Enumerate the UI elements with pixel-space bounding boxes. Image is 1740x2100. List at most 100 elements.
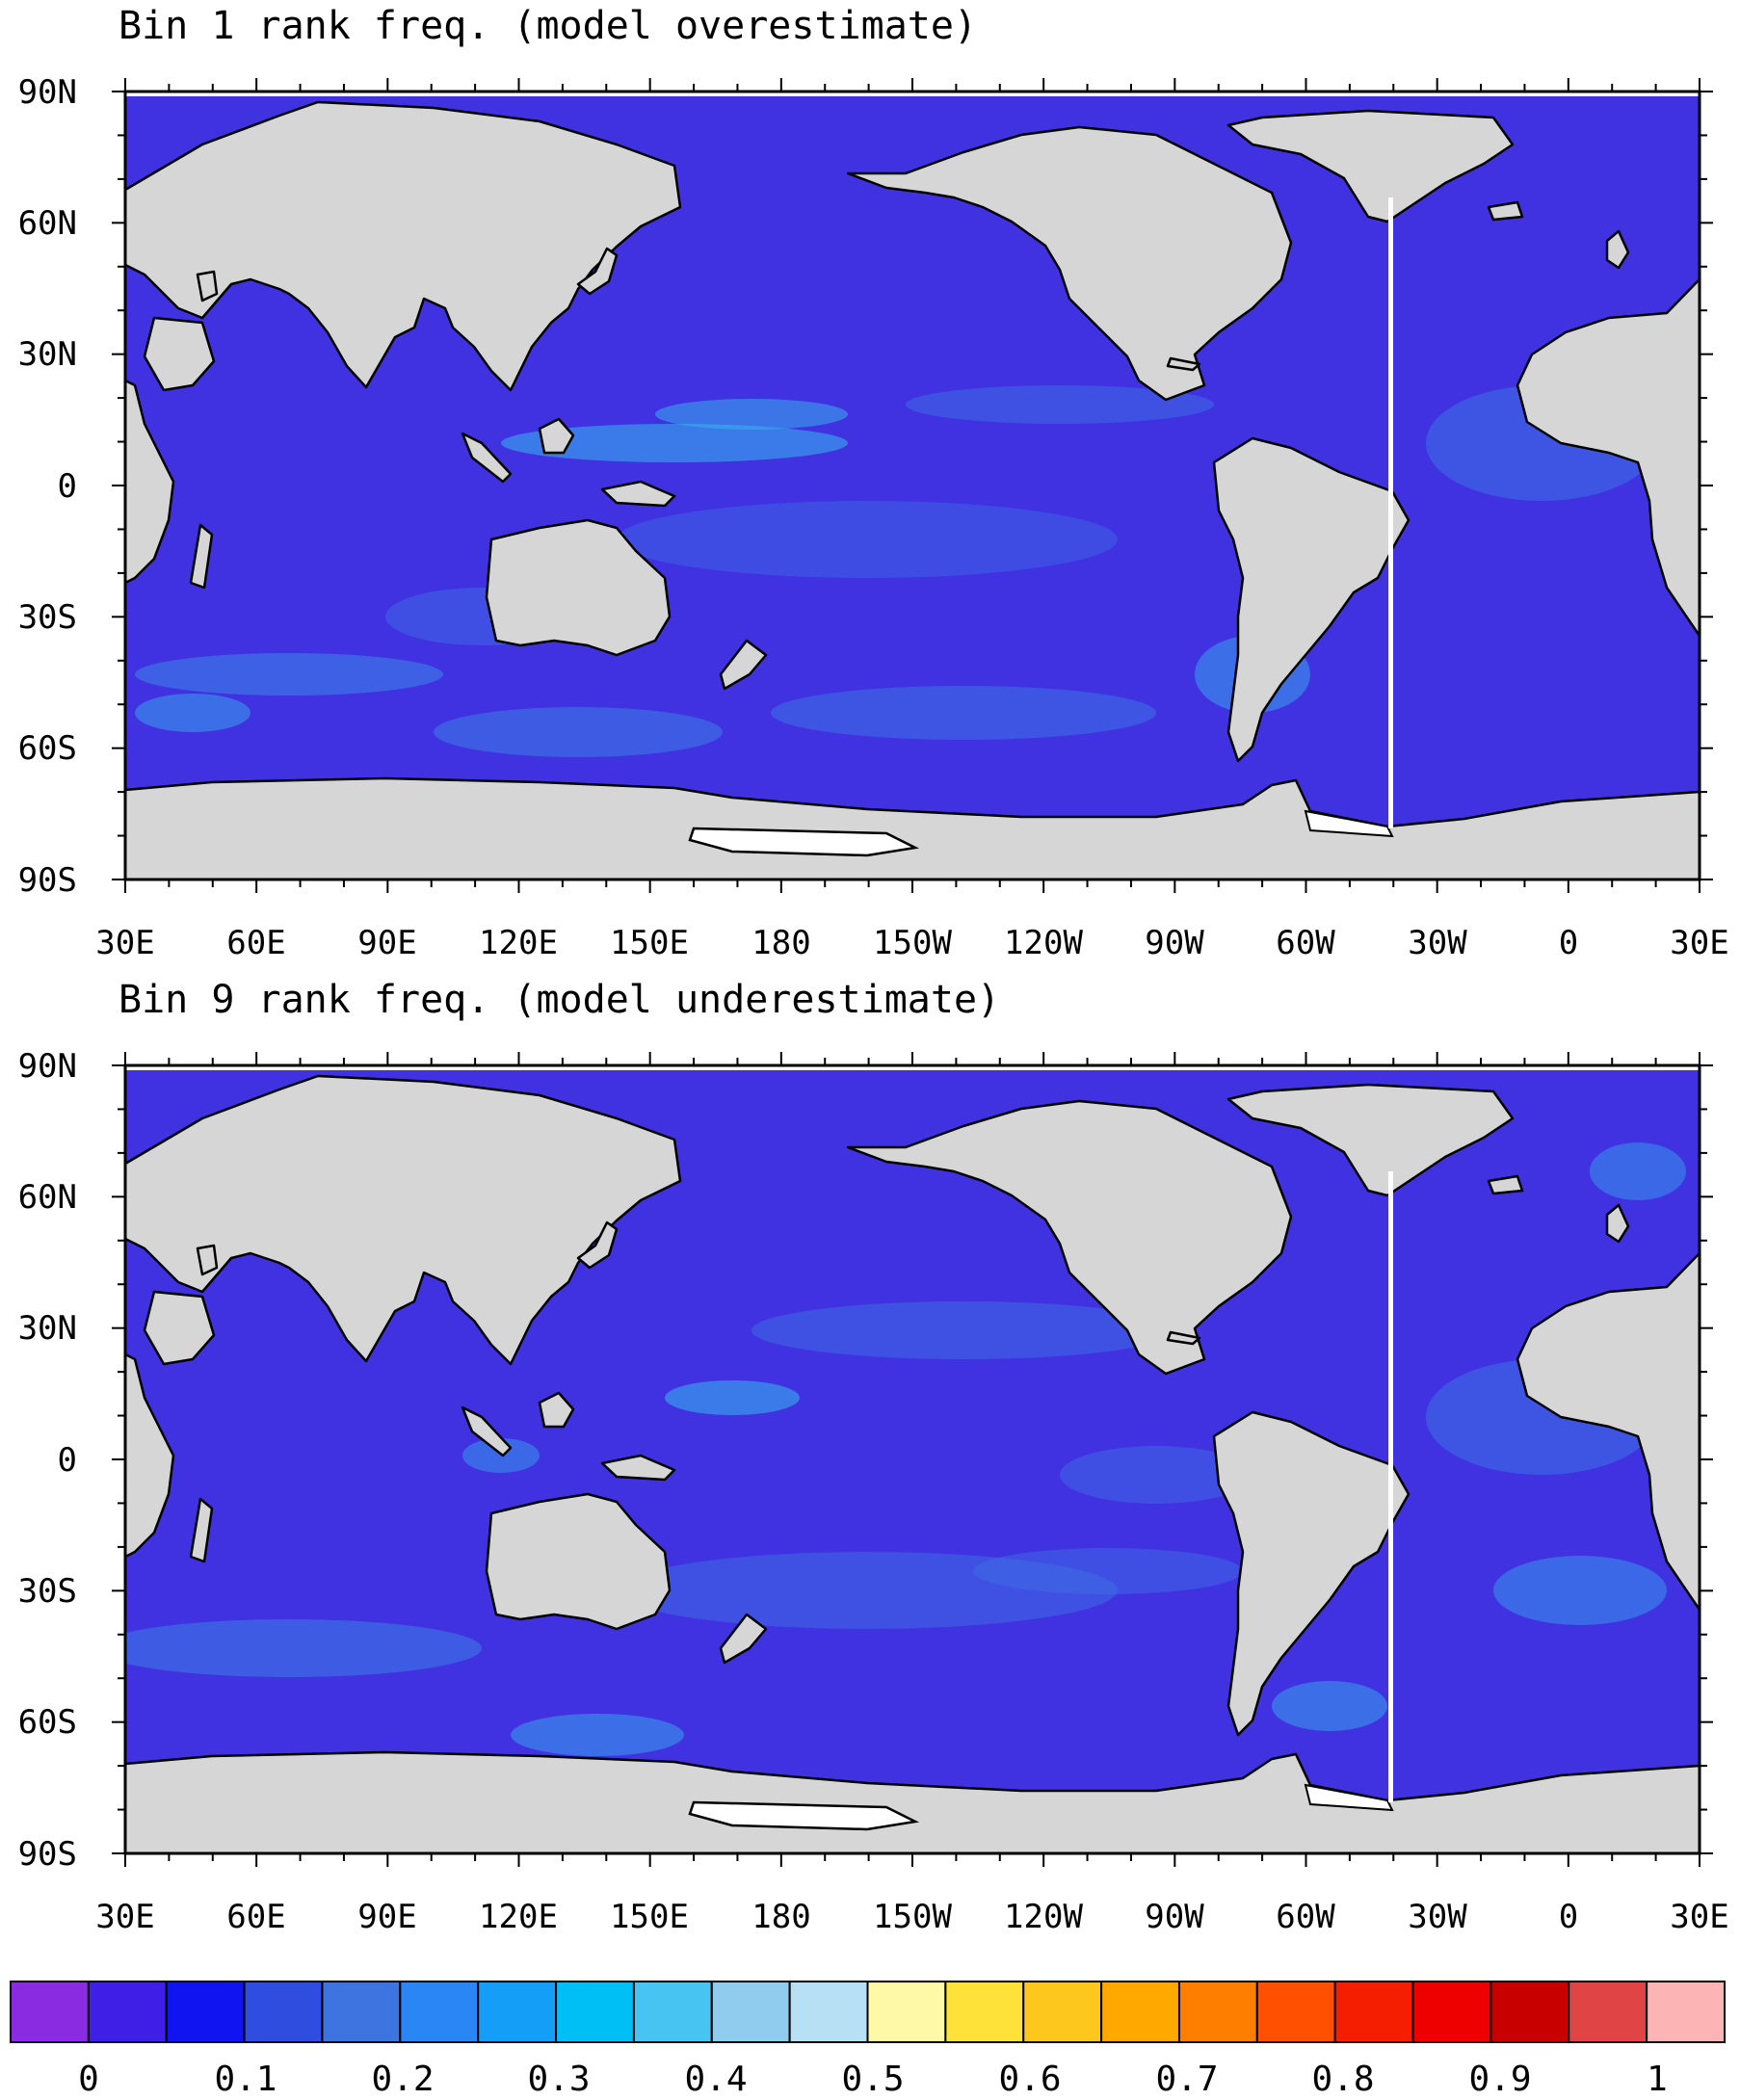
variability-patch (771, 686, 1156, 740)
land-greenland (1226, 109, 1515, 223)
colorbar: 0 0.1 0.2 0.3 0.4 0.5 0.6 0.7 0.8 0.9 1 (10, 1981, 1726, 2099)
colorbar-label: 0.6 (998, 2060, 1061, 2099)
colorbar-label: 1 (1647, 2060, 1668, 2099)
colorbar-label: 0.4 (684, 2060, 747, 2099)
ice-shelf-weddell (1304, 1783, 1394, 1812)
lon-label: 0 (1559, 924, 1578, 962)
lon-label: 60E (226, 924, 285, 962)
land-sumatra (461, 1405, 513, 1457)
lon-label: 120E (479, 924, 558, 962)
variability-patch (135, 694, 250, 732)
variability-patch (1060, 1446, 1252, 1504)
lat-label: 30N (18, 335, 77, 374)
colorbar-swatch (477, 1981, 558, 2043)
lat-label: 90S (18, 1835, 77, 1874)
land-new-zealand (719, 639, 768, 691)
lon-label: 180 (751, 924, 810, 962)
ice-shelf-ross (688, 1800, 920, 1831)
land-cuba (1166, 1330, 1201, 1346)
land-madagascar (189, 1497, 214, 1563)
lat-label: 60S (18, 729, 77, 768)
land-borneo (538, 1391, 575, 1429)
land-africa (1516, 277, 1700, 638)
land-new-zealand (719, 1613, 768, 1665)
land-south-america (1212, 1410, 1410, 1737)
colorbar-swatch (788, 1981, 869, 2043)
land-north-america (846, 125, 1293, 402)
lat-label: 90N (18, 73, 77, 112)
axis-ticks (112, 78, 1713, 893)
land-sumatra (461, 432, 513, 484)
land-layer (125, 1074, 1700, 1853)
colorbar-label: 0.1 (214, 2060, 277, 2099)
land-north-america (846, 1099, 1293, 1376)
land-eurasia (125, 100, 682, 392)
land-africa-east (125, 1352, 175, 1559)
variability-patch (617, 501, 1118, 578)
variability-patch (973, 1548, 1243, 1594)
lat-label: 60N (18, 204, 77, 243)
land-iceland (1487, 1174, 1524, 1195)
colorbar-swatch (1255, 1981, 1336, 2043)
lat-axis-labels: 90N 60N 30N 0 30S 60S 90S (18, 73, 77, 900)
land-caspian (196, 270, 219, 302)
colorbar-swatch (710, 1981, 791, 2043)
colorbar-label: 0.3 (527, 2060, 590, 2099)
panel-title: Bin 9 rank freq. (model underestimate) (119, 978, 1000, 1022)
lat-label: 0 (58, 467, 77, 506)
lat-axis-labels: 90N 60N 30N 0 30S 60S 90S (18, 1047, 77, 1874)
colorbar-swatch (1490, 1981, 1570, 2043)
map-area (125, 96, 1700, 879)
land-japan (576, 1221, 619, 1270)
lat-label: 30S (18, 598, 77, 637)
land-borneo (538, 417, 575, 455)
lat-label: 90N (18, 1047, 77, 1086)
ice-shelf-ross (688, 827, 920, 857)
colorbar-swatch (321, 1981, 402, 2043)
lat-label: 30N (18, 1309, 77, 1348)
lon-label: 120W (1004, 1898, 1083, 1936)
lon-label: 90W (1145, 1898, 1204, 1936)
land-cuba (1166, 356, 1201, 372)
lon-label: 30W (1408, 924, 1467, 962)
lat-label: 30S (18, 1572, 77, 1611)
map-panel-bin9: Bin 9 rank freq. (model underestimate) 9… (18, 978, 1729, 1936)
variability-patch (751, 1301, 1175, 1359)
colorbar-swatch (1333, 1981, 1414, 2043)
variability-patch (125, 1619, 482, 1677)
variability-patch (135, 653, 443, 696)
colorbar-swatch (1022, 1981, 1103, 2043)
colorbar-swatch (866, 1981, 947, 2043)
land-eurasia (125, 1074, 682, 1366)
variability-patch (906, 385, 1214, 424)
land-greenland (1226, 1083, 1515, 1197)
variability-patch (665, 1380, 800, 1415)
variability-patch (501, 424, 848, 462)
lon-label: 150E (610, 1898, 689, 1936)
map-area (125, 1070, 1700, 1853)
colorbar-label: 0.7 (1155, 2060, 1218, 2099)
lon-label: 30E (95, 1898, 154, 1936)
lon-label: 90E (357, 1898, 416, 1936)
land-iceland (1487, 200, 1524, 222)
lon-axis-labels: 30E 60E 90E 120E 150E 180 150W 120W 90W … (95, 924, 1728, 962)
lon-label: 150E (610, 924, 689, 962)
colorbar-label: 0.9 (1468, 2060, 1531, 2099)
lon-label: 120E (479, 1898, 558, 1936)
axis-ticks (112, 1052, 1713, 1867)
lon-label: 60W (1276, 924, 1335, 962)
variability-patch (511, 1714, 684, 1756)
lon-label: 60W (1276, 1898, 1335, 1936)
colorbar-swatch (87, 1981, 168, 2043)
land-africa (1516, 1251, 1700, 1612)
lon-label: 30E (95, 924, 154, 962)
colorbar-swatch (632, 1981, 713, 2043)
lon-axis-labels: 30E 60E 90E 120E 150E 180 150W 120W 90W … (95, 1898, 1728, 1936)
colorbar-swatch (10, 1981, 90, 2043)
colorbar-swatch (243, 1981, 324, 2043)
land-africa-east (125, 379, 175, 585)
data-gap-line (1388, 197, 1393, 828)
lon-label: 60E (226, 1898, 285, 1936)
lat-label: 0 (58, 1441, 77, 1480)
colorbar-labels: 0 0.1 0.2 0.3 0.4 0.5 0.6 0.7 0.8 0.9 1 (78, 2060, 1668, 2099)
